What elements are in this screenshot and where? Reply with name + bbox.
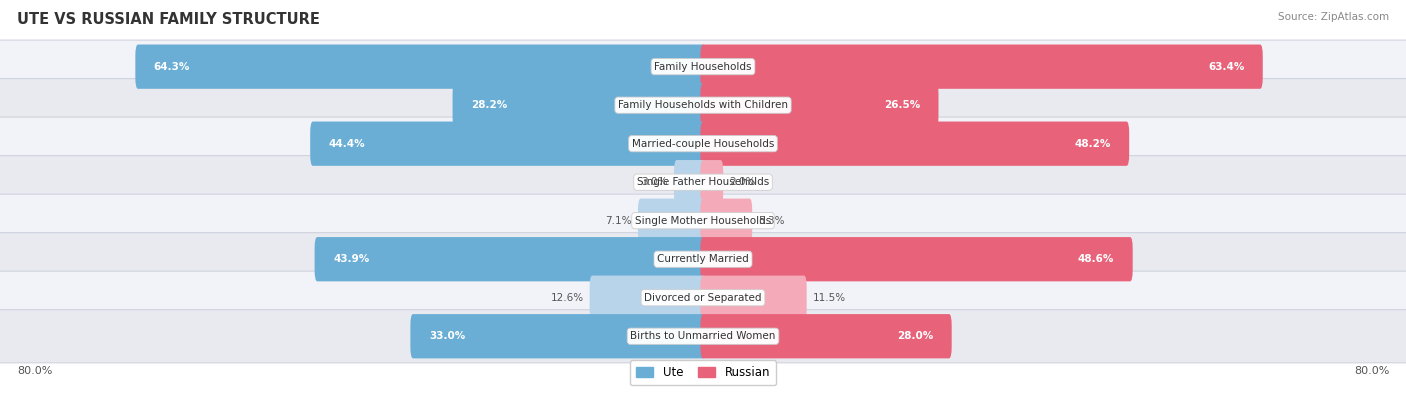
Text: 80.0%: 80.0%: [1354, 366, 1389, 376]
FancyBboxPatch shape: [0, 79, 1406, 132]
FancyBboxPatch shape: [700, 122, 1129, 166]
FancyBboxPatch shape: [700, 276, 807, 320]
Text: Divorced or Separated: Divorced or Separated: [644, 293, 762, 303]
FancyBboxPatch shape: [411, 314, 706, 358]
FancyBboxPatch shape: [0, 233, 1406, 286]
Text: 80.0%: 80.0%: [17, 366, 52, 376]
Text: 48.2%: 48.2%: [1074, 139, 1111, 149]
FancyBboxPatch shape: [0, 310, 1406, 363]
FancyBboxPatch shape: [700, 160, 723, 204]
Text: 64.3%: 64.3%: [153, 62, 190, 71]
Text: 3.0%: 3.0%: [641, 177, 668, 187]
FancyBboxPatch shape: [453, 83, 706, 127]
Text: Source: ZipAtlas.com: Source: ZipAtlas.com: [1278, 12, 1389, 22]
Text: 26.5%: 26.5%: [884, 100, 920, 110]
Text: 43.9%: 43.9%: [333, 254, 370, 264]
Text: 11.5%: 11.5%: [813, 293, 846, 303]
FancyBboxPatch shape: [700, 45, 1263, 89]
Text: Married-couple Households: Married-couple Households: [631, 139, 775, 149]
Text: Family Households with Children: Family Households with Children: [619, 100, 787, 110]
Text: 12.6%: 12.6%: [550, 293, 583, 303]
FancyBboxPatch shape: [700, 199, 752, 243]
FancyBboxPatch shape: [700, 237, 1133, 281]
Text: UTE VS RUSSIAN FAMILY STRUCTURE: UTE VS RUSSIAN FAMILY STRUCTURE: [17, 12, 319, 27]
FancyBboxPatch shape: [135, 45, 706, 89]
Text: 33.0%: 33.0%: [429, 331, 465, 341]
FancyBboxPatch shape: [673, 160, 706, 204]
Text: 28.0%: 28.0%: [897, 331, 934, 341]
FancyBboxPatch shape: [0, 271, 1406, 324]
Text: 5.3%: 5.3%: [758, 216, 785, 226]
Text: 2.0%: 2.0%: [730, 177, 756, 187]
Text: Family Households: Family Households: [654, 62, 752, 71]
Text: 48.6%: 48.6%: [1078, 254, 1115, 264]
FancyBboxPatch shape: [589, 276, 706, 320]
Text: Single Father Households: Single Father Households: [637, 177, 769, 187]
FancyBboxPatch shape: [0, 40, 1406, 93]
Text: 63.4%: 63.4%: [1208, 62, 1244, 71]
Text: 44.4%: 44.4%: [329, 139, 366, 149]
FancyBboxPatch shape: [700, 83, 939, 127]
Text: Currently Married: Currently Married: [657, 254, 749, 264]
Text: Births to Unmarried Women: Births to Unmarried Women: [630, 331, 776, 341]
FancyBboxPatch shape: [315, 237, 706, 281]
Text: 7.1%: 7.1%: [606, 216, 631, 226]
FancyBboxPatch shape: [700, 314, 952, 358]
Legend: Ute, Russian: Ute, Russian: [630, 360, 776, 385]
Text: 28.2%: 28.2%: [471, 100, 508, 110]
FancyBboxPatch shape: [311, 122, 706, 166]
FancyBboxPatch shape: [0, 156, 1406, 209]
Text: Single Mother Households: Single Mother Households: [636, 216, 770, 226]
FancyBboxPatch shape: [0, 194, 1406, 247]
FancyBboxPatch shape: [638, 199, 706, 243]
FancyBboxPatch shape: [0, 117, 1406, 170]
